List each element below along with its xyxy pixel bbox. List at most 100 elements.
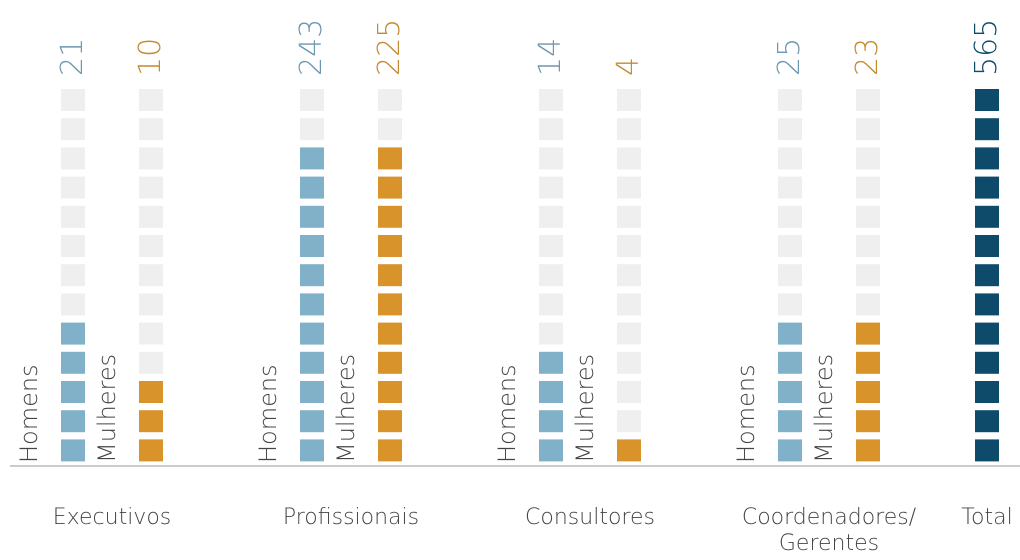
unit-square <box>778 322 802 345</box>
unit-square <box>539 381 563 403</box>
series-label: Homens <box>493 364 521 463</box>
series-label: Homens <box>15 364 43 463</box>
empty-square <box>300 118 324 141</box>
empty-square <box>139 264 163 287</box>
empty-square <box>856 176 880 199</box>
empty-square <box>856 147 880 170</box>
series-label: Mulheres <box>810 354 838 463</box>
unit-square <box>61 381 85 403</box>
empty-square <box>617 322 641 345</box>
unit-square <box>975 235 999 257</box>
unit-square <box>975 410 999 433</box>
empty-square <box>61 118 85 141</box>
unit-square <box>778 410 802 433</box>
empty-square <box>617 235 641 257</box>
unit-square <box>61 410 85 433</box>
empty-square <box>539 322 563 345</box>
empty-square <box>539 118 563 141</box>
unit-square <box>975 205 999 228</box>
unit-square <box>975 264 999 287</box>
empty-square <box>856 89 880 111</box>
empty-square <box>539 293 563 316</box>
unit-square <box>300 322 324 345</box>
unit-square <box>300 410 324 433</box>
unit-square <box>378 381 402 403</box>
unit-square <box>61 351 85 374</box>
empty-square <box>856 235 880 257</box>
empty-square <box>617 205 641 228</box>
empty-square <box>539 176 563 199</box>
unit-square <box>61 439 85 462</box>
unit-square <box>378 264 402 287</box>
unit-square <box>778 439 802 462</box>
empty-square <box>539 89 563 111</box>
empty-square <box>617 410 641 433</box>
category-label: Profissionais <box>282 505 420 530</box>
series-label: Mulheres <box>332 354 360 463</box>
value-label: 23 <box>850 38 885 76</box>
unit-square <box>856 351 880 374</box>
unit-square <box>139 410 163 433</box>
category-label: Consultores <box>525 505 655 530</box>
unit-square <box>856 381 880 403</box>
empty-square <box>617 118 641 141</box>
empty-square <box>539 264 563 287</box>
empty-square <box>378 118 402 141</box>
unit-square <box>139 381 163 403</box>
unit-square <box>539 439 563 462</box>
empty-square <box>778 89 802 111</box>
empty-square <box>539 147 563 170</box>
unit-square <box>378 410 402 433</box>
empty-square <box>539 205 563 228</box>
unit-square <box>975 147 999 170</box>
unit-square <box>975 176 999 199</box>
empty-square <box>778 118 802 141</box>
unit-square <box>975 293 999 316</box>
empty-square <box>856 264 880 287</box>
unit-square <box>378 205 402 228</box>
unit-square <box>378 439 402 462</box>
value-label: 14 <box>533 38 568 76</box>
unit-square <box>856 410 880 433</box>
empty-square <box>61 264 85 287</box>
series-label: Mulheres <box>93 354 121 463</box>
unit-square <box>300 205 324 228</box>
unit-square <box>61 322 85 345</box>
unit-square <box>975 118 999 141</box>
unit-square <box>778 351 802 374</box>
empty-square <box>61 147 85 170</box>
empty-square <box>300 89 324 111</box>
unit-square <box>778 381 802 403</box>
unit-square <box>975 351 999 374</box>
empty-square <box>61 89 85 111</box>
unit-square <box>975 89 999 111</box>
unit-square <box>856 322 880 345</box>
empty-square <box>139 118 163 141</box>
empty-square <box>617 351 641 374</box>
value-label: 21 <box>55 38 90 76</box>
empty-square <box>61 176 85 199</box>
empty-square <box>139 322 163 345</box>
unit-square <box>617 439 641 462</box>
empty-square <box>617 264 641 287</box>
value-label: 4 <box>611 57 646 76</box>
unit-square <box>378 147 402 170</box>
empty-square <box>856 293 880 316</box>
unit-square <box>300 147 324 170</box>
unit-square <box>300 439 324 462</box>
empty-square <box>778 205 802 228</box>
unit-square <box>856 439 880 462</box>
empty-square <box>856 118 880 141</box>
empty-square <box>778 235 802 257</box>
value-label: 565 <box>969 19 1004 76</box>
empty-square <box>139 351 163 374</box>
empty-square <box>139 147 163 170</box>
unit-square <box>378 351 402 374</box>
empty-square <box>617 293 641 316</box>
value-label: 10 <box>133 38 168 76</box>
empty-square <box>778 176 802 199</box>
empty-square <box>856 205 880 228</box>
value-label: 225 <box>372 19 407 76</box>
unit-square <box>975 381 999 403</box>
